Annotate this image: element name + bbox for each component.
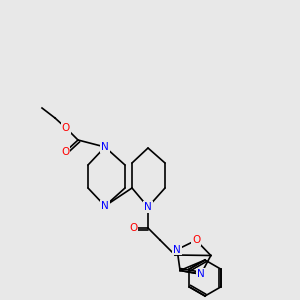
Text: O: O xyxy=(62,123,70,133)
Text: N: N xyxy=(101,201,109,211)
Text: N: N xyxy=(144,202,152,212)
Text: O: O xyxy=(192,235,200,245)
Text: O: O xyxy=(61,147,69,157)
Text: N: N xyxy=(197,269,205,279)
Text: O: O xyxy=(129,223,137,233)
Text: N: N xyxy=(173,244,181,254)
Text: N: N xyxy=(101,142,109,152)
